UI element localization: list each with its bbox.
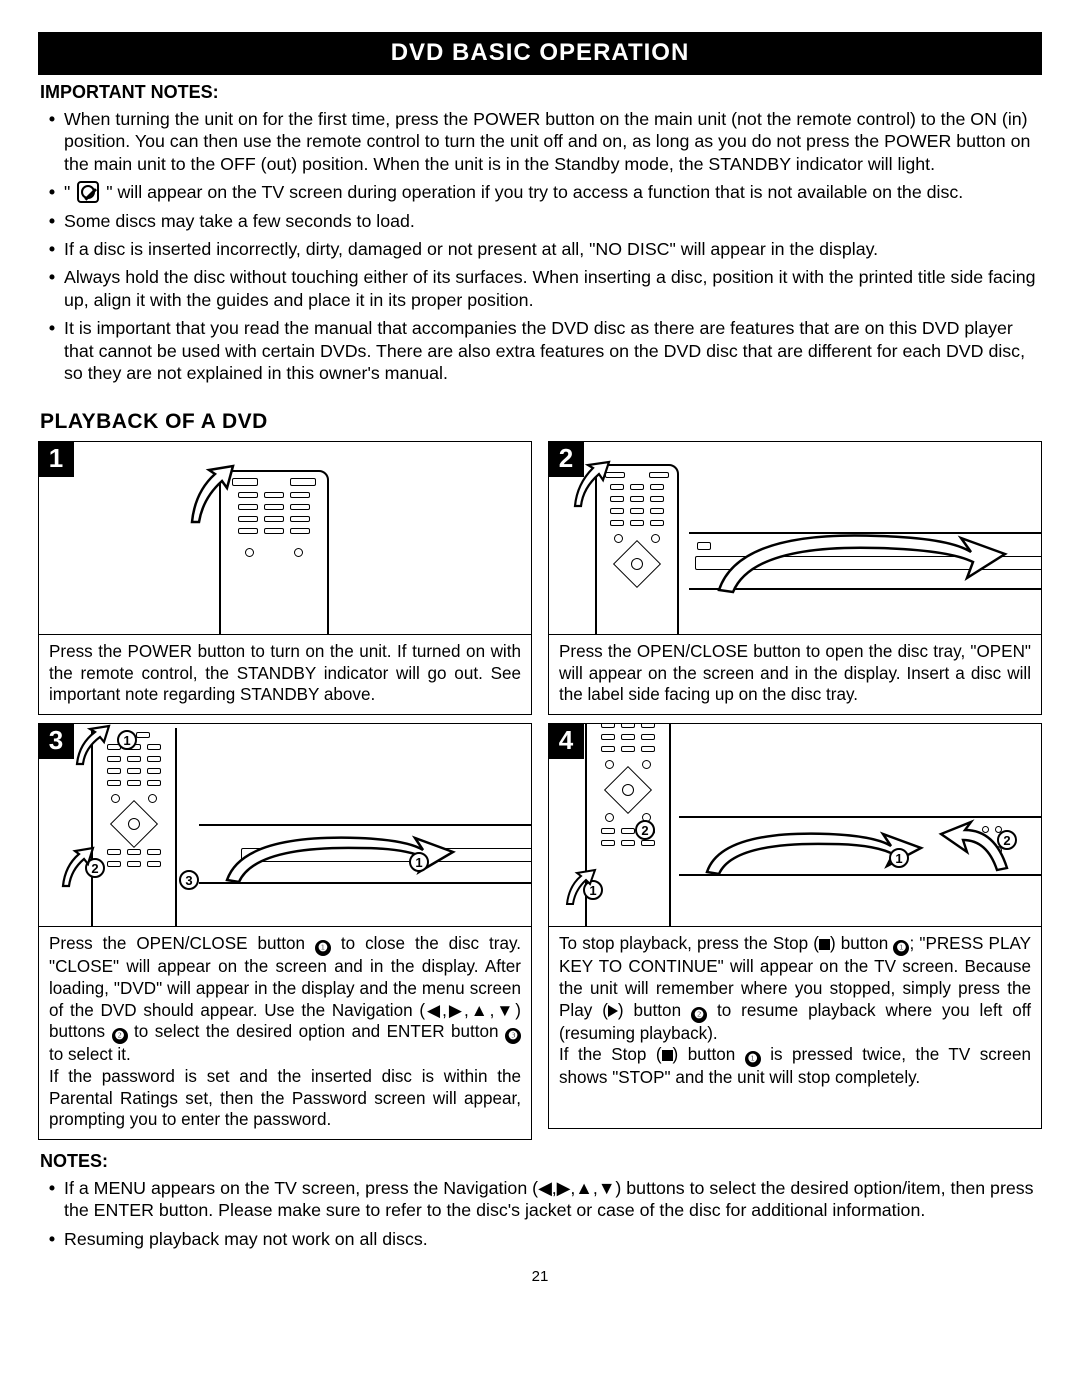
step-caption: Press the OPEN/CLOSE button ❶ to close t… (38, 927, 532, 1140)
callout-number: 2 (997, 830, 1017, 850)
list-item: •" " will appear on the TV screen during… (40, 181, 1042, 203)
note-text: Resuming playback may not work on all di… (64, 1228, 1042, 1250)
step-3: 3 1 2 3 (38, 723, 532, 1140)
figure-box: 1 2 3 1 (38, 723, 532, 927)
step-number: 3 (38, 723, 74, 759)
callout-number: 1 (409, 852, 429, 872)
step-caption: Press the POWER button to turn on the un… (38, 635, 532, 715)
note-text: It is important that you read the manual… (64, 317, 1042, 384)
stop-icon (819, 939, 830, 950)
arrow-icon (563, 868, 601, 908)
step-4: 4 2 1 (548, 723, 1042, 1140)
callout-number: 3 (179, 870, 199, 890)
arrow-icon (59, 846, 99, 890)
bottom-notes-heading: NOTES: (40, 1150, 1042, 1173)
playback-heading: PLAYBACK OF A DVD (40, 409, 1042, 435)
bullet-icon: ❶ (893, 940, 909, 956)
bullet-icon: ❷ (691, 1007, 707, 1023)
step-number: 4 (548, 723, 584, 759)
bottom-notes-list: •If a MENU appears on the TV screen, pre… (38, 1177, 1042, 1250)
list-item: •When turning the unit on for the first … (40, 108, 1042, 175)
note-text: Some discs may take a few seconds to loa… (64, 210, 1042, 232)
list-item: •Always hold the disc without touching e… (40, 266, 1042, 311)
page-title-bar: DVD BASIC OPERATION (38, 32, 1042, 75)
bullet-icon: ❷ (112, 1028, 128, 1044)
note-text: " " will appear on the TV screen during … (64, 181, 1042, 203)
callout-number: 1 (889, 848, 909, 868)
important-notes-list: •When turning the unit on for the first … (38, 108, 1042, 385)
arrow-icon (73, 724, 117, 768)
list-item: •If a disc is inserted incorrectly, dirt… (40, 238, 1042, 260)
note-text: When turning the unit on for the first t… (64, 108, 1042, 175)
callout-number: 2 (635, 820, 655, 840)
bullet-icon: ❶ (315, 940, 331, 956)
step-caption: To stop playback, press the Stop () butt… (548, 927, 1042, 1129)
list-item: •Resuming playback may not work on all d… (40, 1228, 1042, 1250)
prohibit-icon (77, 181, 99, 203)
bullet-icon: ❶ (745, 1051, 761, 1067)
stop-icon (662, 1050, 673, 1061)
step-2: 2 Press the OPEN/CLOSE button t (548, 441, 1042, 715)
list-item: •Some discs may take a few seconds to lo… (40, 210, 1042, 232)
steps-grid: 1 Press the POWER button to turn on the … (38, 441, 1042, 1140)
step-caption: Press the OPEN/CLOSE button to open the … (548, 635, 1042, 715)
step-1: 1 Press the POWER button to turn on the … (38, 441, 532, 715)
page-number: 21 (38, 1268, 1042, 1287)
step-number: 1 (38, 441, 74, 477)
note-text: If a MENU appears on the TV screen, pres… (64, 1177, 1042, 1222)
play-icon (608, 1005, 618, 1017)
callout-number: 1 (117, 730, 137, 750)
step-number: 2 (548, 441, 584, 477)
bullet-icon: ❸ (505, 1028, 521, 1044)
list-item: •If a MENU appears on the TV screen, pre… (40, 1177, 1042, 1222)
figure-box: 2 1 1 2 (548, 723, 1042, 927)
list-item: •It is important that you read the manua… (40, 317, 1042, 384)
figure-box (38, 441, 532, 635)
important-notes-heading: IMPORTANT NOTES: (40, 81, 1042, 104)
arrow-icon (187, 464, 243, 526)
note-text: Always hold the disc without touching ei… (64, 266, 1042, 311)
arrow-icon (709, 520, 1009, 600)
figure-box (548, 441, 1042, 635)
note-text: If a disc is inserted incorrectly, dirty… (64, 238, 1042, 260)
